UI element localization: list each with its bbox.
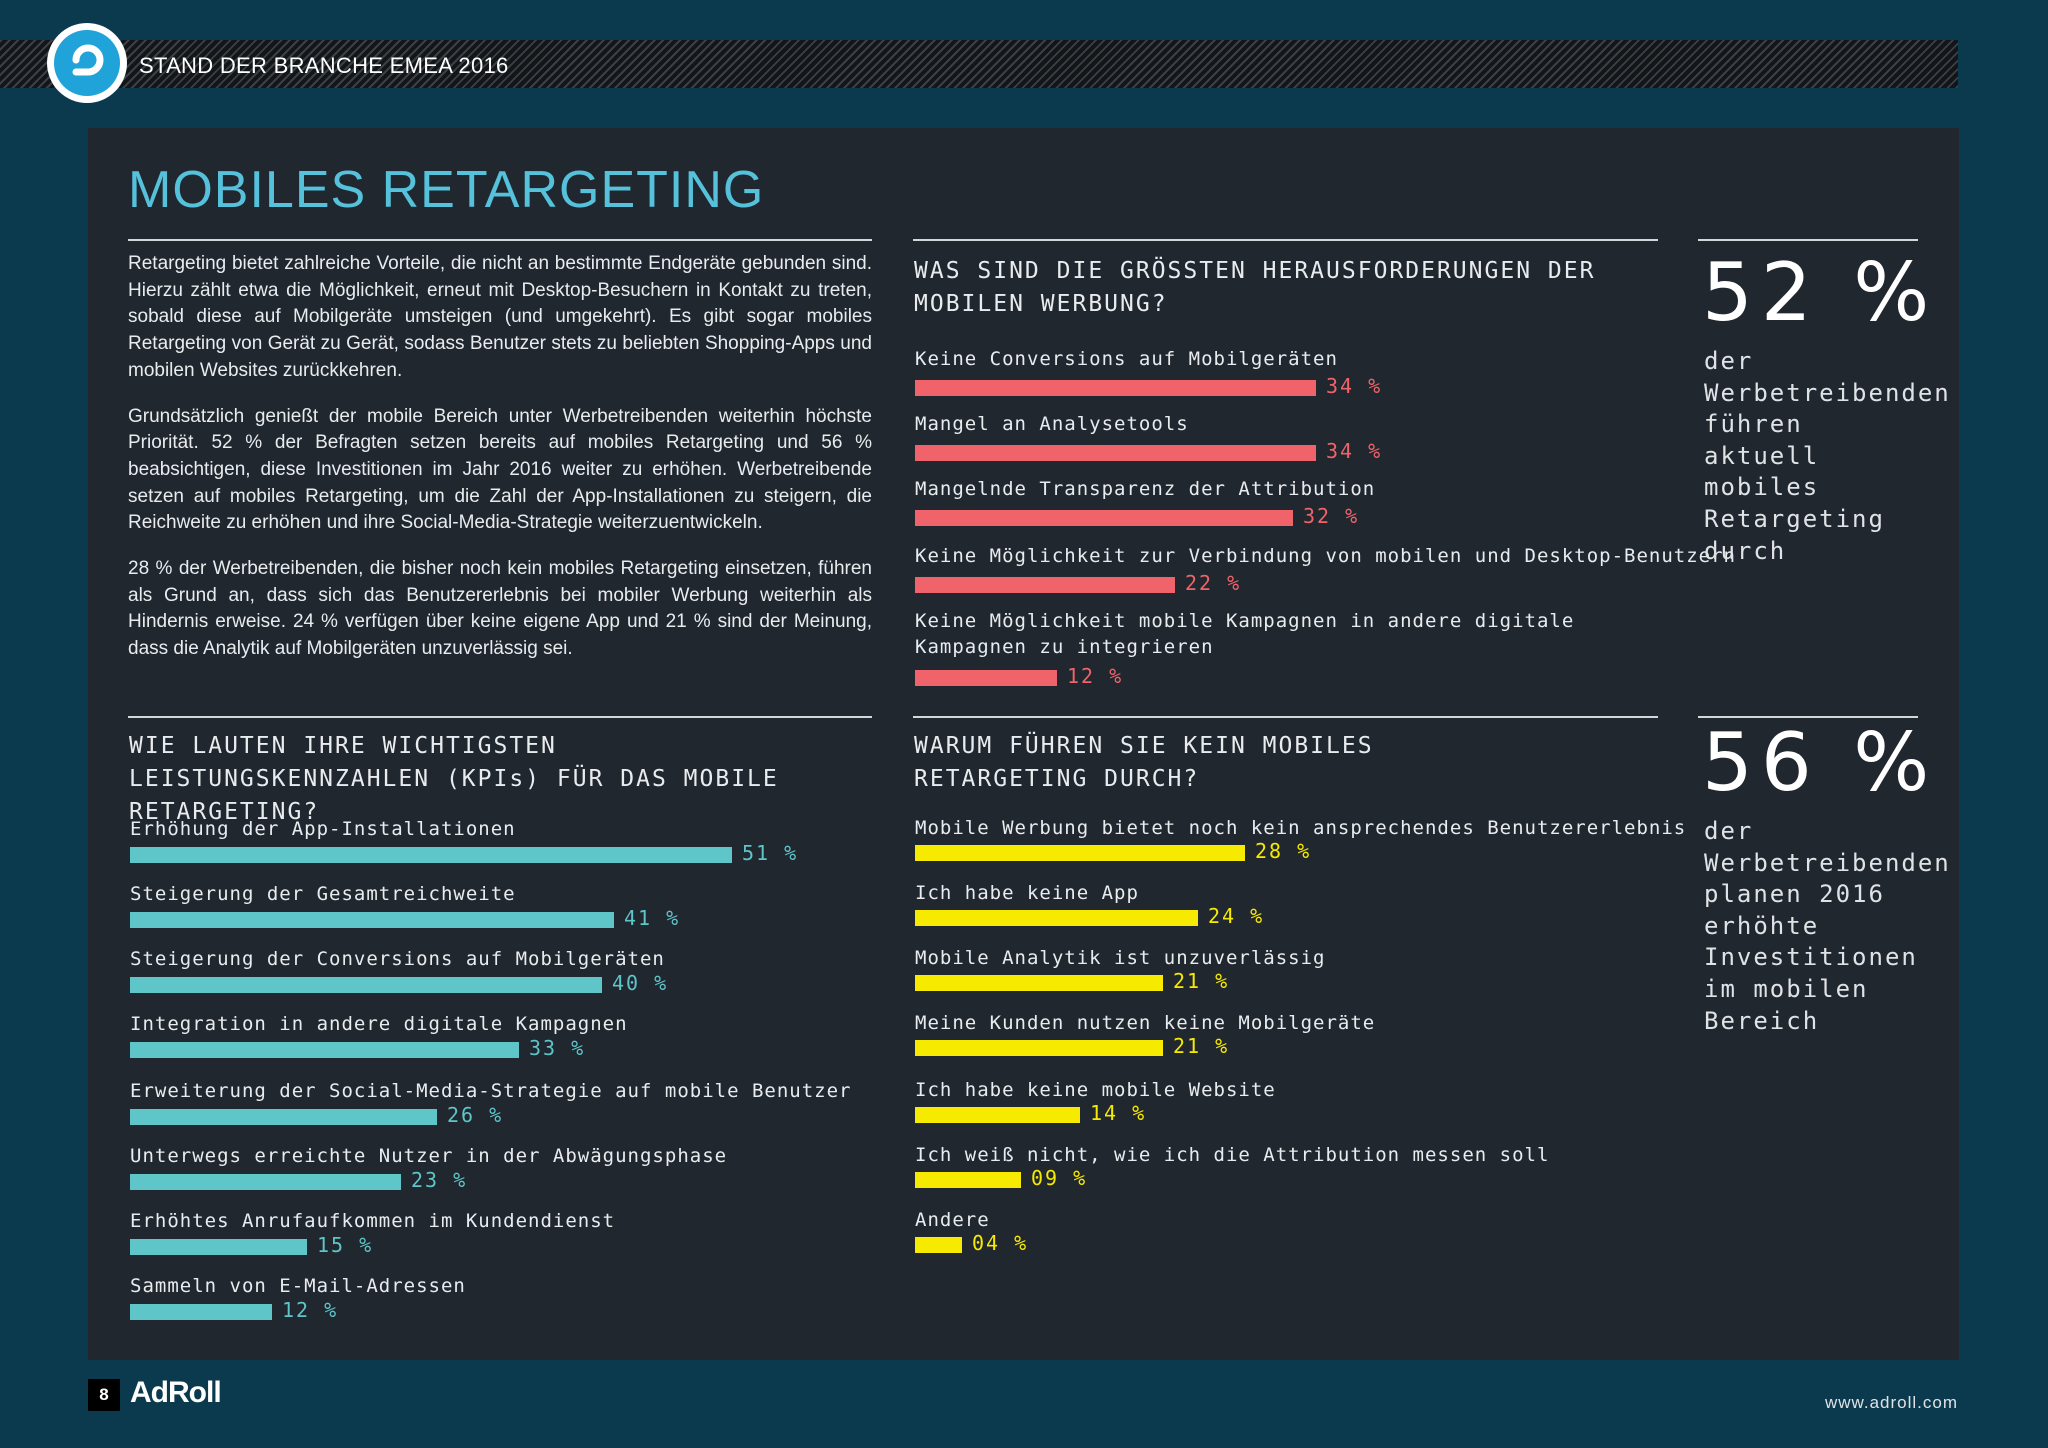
divider: [1698, 239, 1918, 241]
intro-paragraph: 28 % der Werbetreibenden, die bisher noc…: [128, 558, 872, 660]
bar-value-label: 04 %: [972, 1231, 1029, 1255]
bar-value-label: 32 %: [1303, 504, 1360, 528]
header-title: STAND DER BRANCHE EMEA 2016: [139, 53, 509, 78]
bar-value-label: 21 %: [1173, 1034, 1230, 1058]
divider: [913, 239, 1658, 241]
bar-label: Mobile Analytik ist unzuverlässig: [915, 947, 1326, 969]
page-title: MOBILES RETARGETING: [128, 161, 765, 219]
bar: [130, 847, 732, 863]
challenges-chart-title: WAS SIND DIE GRÖSSTEN HERAUSFORDERUNGEN …: [914, 258, 1596, 317]
bar-label: Keine Conversions auf Mobilgeräten: [915, 348, 1338, 370]
bar: [915, 1237, 962, 1253]
bar-value-label: 24 %: [1208, 904, 1265, 928]
adroll-logo-icon: [47, 23, 127, 103]
bar-label: Erhöhung der App-Installationen: [130, 818, 516, 840]
bar: [130, 1304, 272, 1320]
bar: [915, 445, 1316, 461]
bar: [915, 1107, 1080, 1123]
stat-value: 52 %: [1702, 246, 1938, 339]
bar-value-label: 22 %: [1185, 571, 1242, 595]
bar-value-label: 34 %: [1326, 374, 1383, 398]
bar: [915, 380, 1316, 396]
reasons-chart-title: WARUM FÜHREN SIE KEIN MOBILES RETARGETIN…: [914, 733, 1374, 792]
bar-label: Integration in andere digitale Kampagnen: [130, 1013, 628, 1035]
bar-label: Erhöhtes Anrufaufkommen im Kundendienst: [130, 1210, 616, 1232]
divider: [128, 239, 872, 241]
bar: [130, 1109, 437, 1125]
bar-value-label: 33 %: [529, 1036, 586, 1060]
content-panel: [88, 128, 1959, 1360]
bar-value-label: 26 %: [447, 1103, 504, 1127]
bar-label: Ich habe keine mobile Website: [915, 1079, 1276, 1101]
bar-label: Meine Kunden nutzen keine Mobilgeräte: [915, 1012, 1376, 1034]
bar: [915, 975, 1163, 991]
page-number: 8: [88, 1379, 120, 1411]
intro-text: Retargeting bietet zahlreiche Vorteile, …: [128, 251, 872, 682]
intro-paragraph: Grundsätzlich genießt der mobile Bereich…: [128, 405, 872, 534]
bar: [915, 910, 1198, 926]
bar-label: Steigerung der Gesamtreichweite: [130, 883, 516, 905]
bar: [130, 977, 602, 993]
bar-label: Ich weiß nicht, wie ich die Attribution …: [915, 1144, 1550, 1166]
bar-value-label: 28 %: [1255, 839, 1312, 863]
bar-label: Andere: [915, 1209, 990, 1231]
intro-paragraph: Retargeting bietet zahlreiche Vorteile, …: [128, 253, 872, 381]
bar: [915, 845, 1245, 861]
bar: [915, 1172, 1021, 1188]
bar: [130, 1042, 519, 1058]
stat-description: der Werbetreibenden führen aktuell mobil…: [1704, 347, 1951, 565]
bar: [130, 912, 614, 928]
bar-label: Unterwegs erreichte Nutzer in der Abwägu…: [130, 1145, 728, 1167]
bar: [915, 670, 1057, 686]
header-strip: [0, 40, 1958, 88]
bar-value-label: 14 %: [1090, 1101, 1147, 1125]
bar-value-label: 12 %: [282, 1298, 339, 1322]
divider: [1698, 716, 1918, 718]
bar: [130, 1174, 401, 1190]
stat-description: der Werbetreibenden planen 2016 erhöhte …: [1704, 817, 1951, 1035]
bar: [915, 510, 1293, 526]
bar-value-label: 34 %: [1326, 439, 1383, 463]
kpi-chart-title: WIE LAUTEN IHRE WICHTIGSTEN LEISTUNGSKEN…: [129, 733, 779, 825]
bar-value-label: 23 %: [411, 1168, 468, 1192]
adroll-wordmark: AdRoll: [130, 1376, 222, 1409]
footer-url[interactable]: www.adroll.com: [1824, 1393, 1958, 1412]
bar: [130, 1239, 307, 1255]
bar-value-label: 21 %: [1173, 969, 1230, 993]
bar-value-label: 40 %: [612, 971, 669, 995]
stat-value: 56 %: [1702, 716, 1938, 809]
bar: [915, 577, 1175, 593]
divider: [128, 716, 872, 718]
bar-value-label: 15 %: [317, 1233, 374, 1257]
bar-value-label: 12 %: [1067, 664, 1124, 688]
bar-value-label: 41 %: [624, 906, 681, 930]
bar-label: Steigerung der Conversions auf Mobilgerä…: [130, 948, 665, 970]
bar-value-label: 51 %: [742, 841, 799, 865]
bar-label: Sammeln von E-Mail-Adressen: [130, 1275, 466, 1297]
bar-label: Mangelnde Transparenz der Attribution: [915, 478, 1376, 500]
bar-label: Ich habe keine App: [915, 882, 1139, 904]
bar-label: Erweiterung der Social-Media-Strategie a…: [130, 1080, 852, 1102]
divider: [913, 716, 1658, 718]
bar-label: Mangel an Analysetools: [915, 413, 1189, 435]
bar-label: Keine Möglichkeit zur Verbindung von mob…: [915, 545, 1736, 567]
bar-value-label: 09 %: [1031, 1166, 1088, 1190]
bar-label: Mobile Werbung bietet noch kein ansprech…: [915, 817, 1687, 839]
bar: [915, 1040, 1163, 1056]
bar-label: Keine Möglichkeit mobile Kampagnen in an…: [915, 610, 1575, 658]
